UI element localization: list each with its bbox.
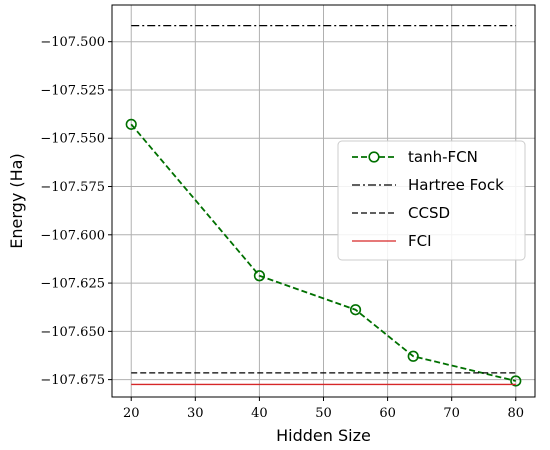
y-tick-label: −107.575: [40, 180, 105, 195]
x-tick-label: 70: [443, 406, 460, 421]
y-tick-label: −107.550: [40, 132, 105, 147]
legend-label-ccsd: CCSD: [408, 204, 450, 222]
y-tick-label: −107.650: [40, 325, 105, 340]
y-tick-label: −107.600: [40, 228, 105, 243]
tanh-fcn-point: [510, 375, 522, 387]
y-axis: −107.500 −107.525 −107.550 −107.575 −107.600…: [40, 35, 112, 388]
tanh-fcn-point: [407, 350, 419, 362]
y-tick-label: −107.625: [40, 277, 105, 292]
legend-box: [337, 140, 526, 261]
x-tick-label: 20: [123, 406, 140, 421]
legend-label-tanh-fcn: tanh-FCN: [408, 148, 478, 166]
tanh-fcn-point: [349, 304, 362, 316]
tanh-fcn-line: [130, 123, 516, 382]
x-tick-label: 50: [315, 406, 332, 421]
tanh-fcn-point: [253, 270, 266, 282]
plot-series: [125, 25, 522, 387]
y-tick-label: −107.525: [40, 83, 105, 98]
x-axis-label: Hidden Size: [276, 426, 371, 445]
x-tick-label: 80: [507, 406, 524, 421]
tanh-fcn-point: [125, 118, 137, 130]
legend-marker-tanh-fcn: [368, 151, 380, 163]
y-tick-label: −107.500: [40, 35, 105, 50]
y-tick-label: −107.675: [40, 373, 105, 388]
x-tick-label: 30: [187, 406, 204, 421]
x-axis: 20 30 40 50 60 70 80: [123, 397, 524, 421]
legend-label-hartree-fock: Hartree Fock: [408, 176, 504, 194]
x-tick-label: 60: [379, 406, 396, 421]
legend: tanh-FCN Hartree Fock CCSD FCI: [337, 140, 526, 261]
x-tick-label: 40: [251, 406, 268, 421]
y-axis-label: Energy (Ha): [7, 153, 26, 248]
legend-label-fci: FCI: [408, 232, 432, 250]
